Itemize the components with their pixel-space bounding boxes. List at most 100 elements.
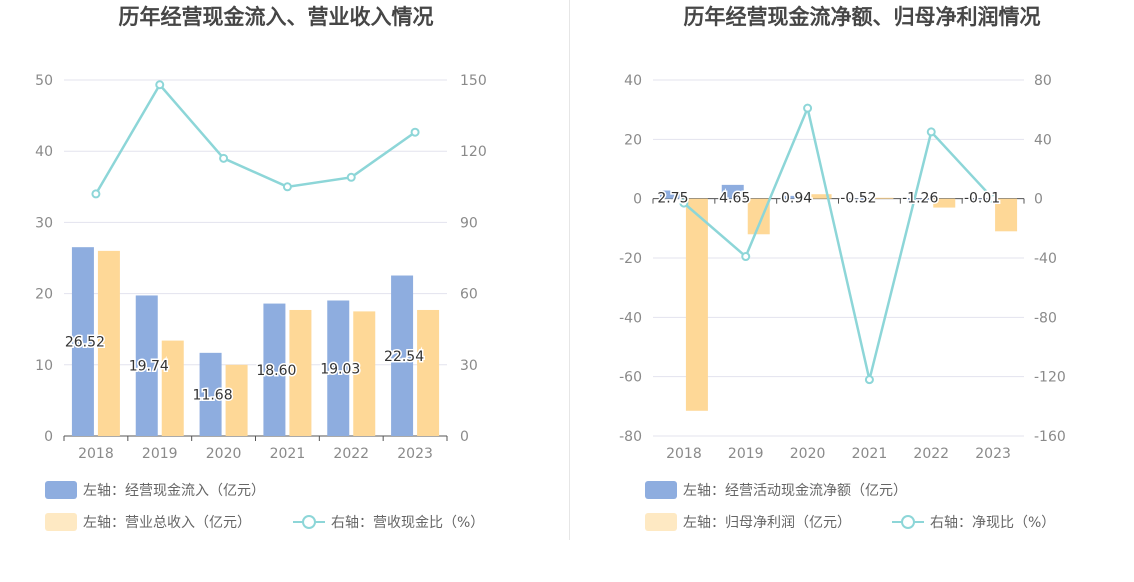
left-axis-tick-label: 40 xyxy=(624,73,642,89)
right-axis-tick-label: 0 xyxy=(1034,192,1043,208)
bar-data-label: 19.03 xyxy=(320,361,360,377)
line-point xyxy=(91,189,101,199)
bar-series-1 xyxy=(659,190,682,199)
bar-data-label: 11.68 xyxy=(193,387,233,403)
line-point xyxy=(926,127,936,137)
x-axis-category-label: 2018 xyxy=(666,446,702,462)
bar-series-1 xyxy=(71,247,94,436)
x-axis-category-label: 2023 xyxy=(975,446,1011,462)
bar-series-1 xyxy=(135,295,158,436)
line-point xyxy=(741,252,751,262)
bar-series-1 xyxy=(783,195,806,199)
line-point xyxy=(988,194,998,204)
legend-label: 左轴：经营现金流入（亿元） xyxy=(83,483,265,499)
x-axis-category-label: 2019 xyxy=(142,446,178,462)
left-chart: 历年经营现金流入、营业收入情况 0 10 20 30 40 50 0 30 60 90 120 150 2… xyxy=(35,5,487,531)
right-axis-tick-label: 90 xyxy=(460,215,478,231)
right-axis-tick-label: 40 xyxy=(1034,132,1052,148)
bar-series-1 xyxy=(845,198,868,201)
x-axis-category-label: 2018 xyxy=(78,446,114,462)
right-axis-tick-label: 30 xyxy=(460,358,478,374)
legend-label: 左轴：营业总收入（亿元） xyxy=(83,515,251,531)
right-axis-tick-label: 150 xyxy=(460,73,487,89)
right-axis-tick-label: 80 xyxy=(1034,73,1052,89)
right-axis-tick-label: -80 xyxy=(1034,310,1057,326)
right-chart: 历年经营现金流净额、归母净利润情况 -80 -60 -40 -20 0 20 40 -160 -1… xyxy=(619,5,1066,531)
left-axis-tick-label: 40 xyxy=(35,144,53,160)
bar-series-2 xyxy=(289,309,312,436)
bar-data-label: 22.54 xyxy=(384,349,424,365)
right-axis-tick-label: 120 xyxy=(460,144,487,160)
bar-data-label: -1.26 xyxy=(902,191,938,207)
line-series xyxy=(683,104,995,380)
bar-series-2 xyxy=(995,198,1018,232)
legend-swatch xyxy=(645,513,677,531)
right-axis-tick-label: 0 xyxy=(460,429,469,445)
left-axis-tick-label: 50 xyxy=(35,73,53,89)
bar-series-2 xyxy=(809,194,832,199)
bar-series-1 xyxy=(199,352,222,436)
left-axis-tick-label: -40 xyxy=(619,310,642,326)
x-axis-category-label: 2020 xyxy=(790,446,826,462)
bar-series-1 xyxy=(907,198,930,203)
legend-swatch xyxy=(645,481,677,499)
bar-series-1 xyxy=(327,300,350,436)
bar-data-label: 26.52 xyxy=(65,335,105,351)
line-point xyxy=(282,182,292,192)
x-axis-category-label: 2019 xyxy=(728,446,764,462)
bar-series-2 xyxy=(417,309,440,436)
right-axis-tick-label: -120 xyxy=(1034,370,1066,386)
left-axis-tick-label: 20 xyxy=(624,132,642,148)
line-point xyxy=(864,375,874,385)
bar-series-2 xyxy=(747,198,770,235)
line-point xyxy=(219,153,229,163)
bar-series-2 xyxy=(225,364,248,436)
left-axis-tick-label: 20 xyxy=(35,287,53,303)
left-axis-tick-label: -20 xyxy=(619,251,642,267)
left-axis-tick-label: -60 xyxy=(619,370,642,386)
bar-series-2 xyxy=(353,311,376,436)
line-point xyxy=(155,80,165,90)
bar-series-2 xyxy=(97,250,120,436)
bar-data-label: -0.52 xyxy=(840,191,876,207)
x-axis-category-label: 2021 xyxy=(270,446,306,462)
legend-line-marker xyxy=(302,515,316,529)
bar-series-1 xyxy=(263,303,286,436)
right-axis-tick-label: 60 xyxy=(460,287,478,303)
bar-series-2 xyxy=(871,197,894,199)
bar-series-2 xyxy=(933,198,956,208)
x-axis-category-label: 2020 xyxy=(206,446,242,462)
x-axis-category-label: 2022 xyxy=(913,446,949,462)
bar-series-1 xyxy=(391,275,414,436)
line-point xyxy=(679,198,689,208)
chart-title: 历年经营现金流净额、归母净利润情况 xyxy=(684,5,1041,29)
chart-title: 历年经营现金流入、营业收入情况 xyxy=(119,5,434,29)
panel-divider xyxy=(569,0,570,540)
bar-series-2 xyxy=(685,198,708,411)
legend-swatch xyxy=(45,481,77,499)
legend-label: 右轴：净现比（%） xyxy=(930,515,1055,531)
bar-data-label: 4.65 xyxy=(719,191,750,207)
bar-data-label: -0.01 xyxy=(964,191,1000,207)
right-axis-tick-label: -160 xyxy=(1034,429,1066,445)
left-axis-tick-label: 10 xyxy=(35,358,53,374)
bar-data-label: 18.60 xyxy=(256,363,296,379)
legend-label: 右轴：营收现金比（%） xyxy=(331,515,484,531)
bar-data-label: 0.94 xyxy=(781,191,812,207)
left-axis-tick-label: 0 xyxy=(633,192,642,208)
line-point xyxy=(346,172,356,182)
x-axis-category-label: 2022 xyxy=(333,446,369,462)
x-axis-category-label: 2021 xyxy=(852,446,888,462)
left-axis-tick-label: -80 xyxy=(619,429,642,445)
right-axis-tick-label: -40 xyxy=(1034,251,1057,267)
legend-line-marker xyxy=(901,515,915,529)
x-axis-category-label: 2023 xyxy=(397,446,433,462)
line-point xyxy=(410,127,420,137)
left-axis-tick-label: 0 xyxy=(44,429,53,445)
bar-series-1 xyxy=(721,184,744,199)
line-series xyxy=(94,82,416,195)
line-point xyxy=(803,103,813,113)
legend-swatch xyxy=(45,513,77,531)
legend-label: 左轴：经营活动现金流净额（亿元） xyxy=(683,483,907,499)
left-axis-tick-label: 30 xyxy=(35,215,53,231)
